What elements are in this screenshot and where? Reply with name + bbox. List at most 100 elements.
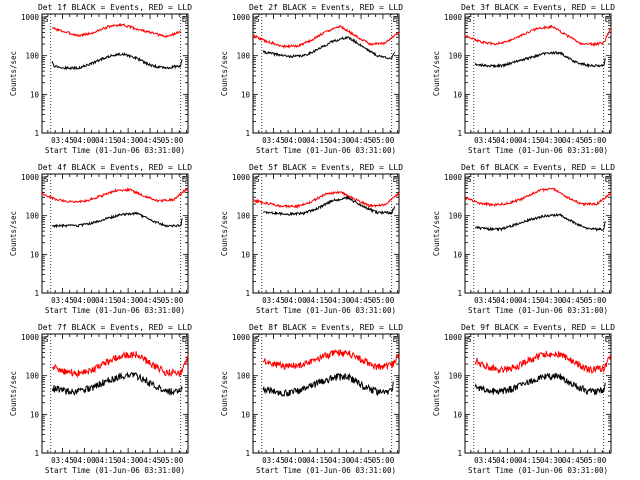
x-tick-label: 04:00 — [73, 296, 96, 305]
x-tick-label: 05:00 — [584, 136, 607, 145]
x-tick-label: 04:45 — [139, 456, 162, 465]
series-lld-line — [51, 22, 181, 39]
end-marker: E — [393, 175, 398, 184]
x-tick-label: 04:15 — [306, 136, 329, 145]
y-tick-label: 10 — [30, 410, 40, 419]
x-tick-label: 04:30 — [540, 296, 563, 305]
panel-title: Det 2f BLACK = Events, RED = LLD — [249, 3, 403, 12]
x-axis-label: Start Time (01-Jun-06 03:31:00) — [468, 466, 608, 475]
x-tick-label: 04:00 — [284, 136, 307, 145]
end-marker: E — [182, 335, 187, 344]
end-marker: E — [393, 15, 398, 24]
series-events-line — [474, 50, 606, 69]
panel-2: Det 2f BLACK = Events, RED = LLD 1 10 100 10… — [220, 3, 403, 155]
x-tick-label: 03:45 — [262, 296, 285, 305]
plot-frame — [252, 333, 400, 454]
x-tick-label: 04:00 — [284, 296, 307, 305]
start-marker: S — [44, 175, 49, 184]
x-tick-label: 05:00 — [584, 296, 607, 305]
x-tick-label: 04:00 — [73, 136, 96, 145]
x-tick-label: 03:45 — [262, 136, 285, 145]
plot-frame — [464, 173, 612, 294]
y-tick-label: 1000 — [21, 173, 40, 182]
plot-frame — [252, 173, 400, 294]
y-axis-label: Counts/sec — [9, 211, 18, 256]
y-tick-label: 10 — [241, 410, 251, 419]
start-marker: S — [255, 15, 260, 24]
x-tick-label: 05:00 — [161, 296, 184, 305]
series-events-line — [262, 372, 394, 397]
start-marker: S — [255, 335, 260, 344]
y-tick-label: 100 — [448, 52, 462, 61]
y-tick-label: 1000 — [232, 333, 251, 342]
start-marker: S — [44, 15, 49, 24]
x-axis-label: Start Time (01-Jun-06 03:31:00) — [468, 146, 608, 155]
panel-title: Det 9f BLACK = Events, RED = LLD — [461, 323, 615, 332]
start-marker: S — [44, 335, 49, 344]
x-tick-label: 03:45 — [51, 296, 74, 305]
y-tick-label: 100 — [236, 52, 250, 61]
y-axis-label: Counts/sec — [220, 51, 229, 96]
x-tick-label: 04:15 — [95, 296, 118, 305]
panel-8: Det 8f BLACK = Events, RED = LLD 1 10 100 10… — [220, 323, 403, 475]
x-tick-label: 04:15 — [306, 296, 329, 305]
x-tick-label: 04:45 — [350, 136, 373, 145]
start-marker: S — [467, 175, 472, 184]
panel-6: Det 6f BLACK = Events, RED = LLD 1 10 100 10… — [432, 163, 615, 315]
panel-title: Det 7f BLACK = Events, RED = LLD — [38, 323, 192, 332]
x-axis-label: Start Time (01-Jun-06 03:31:00) — [468, 306, 608, 315]
x-tick-label: 04:30 — [117, 456, 140, 465]
x-tick-label: 05:00 — [372, 296, 395, 305]
y-tick-label: 1 — [34, 449, 39, 458]
series-events-line — [51, 211, 183, 229]
y-tick-label: 10 — [30, 90, 40, 99]
y-axis-label: Counts/sec — [432, 51, 441, 96]
x-axis-label: Start Time (01-Jun-06 03:31:00) — [45, 306, 185, 315]
x-tick-label: 03:45 — [51, 136, 74, 145]
plot-frame — [41, 173, 189, 294]
x-tick-label: 04:30 — [540, 456, 563, 465]
x-axis-label: Start Time (01-Jun-06 03:31:00) — [256, 306, 396, 315]
x-tick-label: 04:45 — [562, 456, 585, 465]
series-lld-line — [262, 348, 400, 371]
x-axis-label: Start Time (01-Jun-06 03:31:00) — [256, 146, 396, 155]
y-tick-label: 1000 — [21, 13, 40, 22]
panel-9: Det 9f BLACK = Events, RED = LLD 1 10 100 10… — [432, 323, 615, 475]
y-tick-label: 1000 — [21, 333, 40, 342]
panel-5: Det 5f BLACK = Events, RED = LLD 1 10 100 10… — [220, 163, 403, 315]
y-tick-label: 10 — [30, 250, 40, 259]
y-tick-label: 1 — [245, 129, 250, 138]
y-axis-label: Counts/sec — [220, 211, 229, 256]
series-lld-line — [474, 350, 612, 374]
series-events-line — [51, 52, 183, 71]
end-marker: E — [605, 15, 610, 24]
series-events-line — [474, 372, 606, 396]
y-tick-label: 100 — [25, 52, 39, 61]
panel-3: Det 3f BLACK = Events, RED = LLD 1 10 100 10… — [432, 3, 615, 155]
x-tick-label: 04:30 — [328, 136, 351, 145]
x-tick-label: 04:15 — [95, 136, 118, 145]
plot-frame — [41, 333, 189, 454]
x-tick-label: 04:15 — [518, 296, 541, 305]
panel-title: Det 6f BLACK = Events, RED = LLD — [461, 163, 615, 172]
plot-frame — [252, 13, 400, 134]
y-tick-label: 1000 — [444, 13, 463, 22]
panel-title: Det 1f BLACK = Events, RED = LLD — [38, 3, 192, 12]
y-tick-label: 1 — [245, 289, 250, 298]
x-tick-label: 04:30 — [328, 296, 351, 305]
x-tick-label: 04:30 — [328, 456, 351, 465]
x-tick-label: 05:00 — [372, 136, 395, 145]
start-marker: S — [467, 15, 472, 24]
end-marker: E — [393, 335, 398, 344]
x-tick-label: 04:00 — [284, 456, 307, 465]
series-events-line — [51, 371, 183, 397]
x-axis-label: Start Time (01-Jun-06 03:31:00) — [256, 466, 396, 475]
x-tick-label: 03:45 — [262, 456, 285, 465]
y-tick-label: 10 — [453, 410, 463, 419]
end-marker: E — [182, 15, 187, 24]
x-tick-label: 04:15 — [518, 136, 541, 145]
x-axis-label: Start Time (01-Jun-06 03:31:00) — [45, 466, 185, 475]
series-events-line — [262, 195, 396, 217]
panel-title: Det 8f BLACK = Events, RED = LLD — [249, 323, 403, 332]
